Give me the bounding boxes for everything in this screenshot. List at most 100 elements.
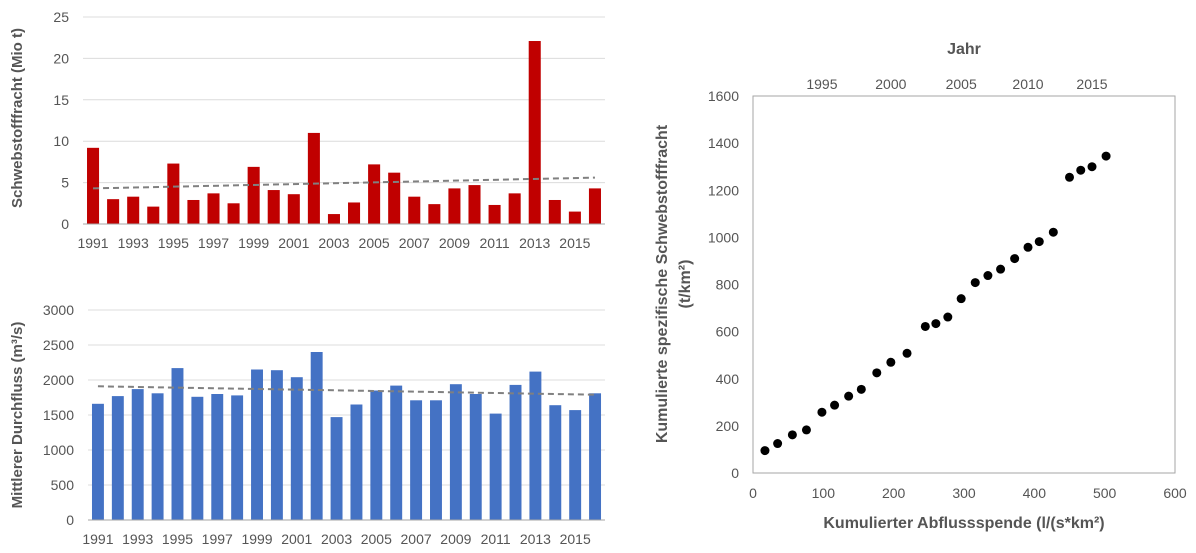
x-tick-label: 2001: [278, 235, 309, 251]
y-tick-label: 400: [716, 371, 740, 387]
scatter-point: [856, 384, 866, 394]
bar: [588, 188, 601, 224]
scatter-point: [902, 348, 912, 358]
scatter-point: [983, 271, 993, 281]
bar: [390, 385, 403, 520]
bar: [307, 132, 320, 224]
bar: [448, 188, 461, 224]
bar: [191, 396, 204, 520]
y-tick-label: 1500: [43, 407, 74, 423]
scatter-point: [1087, 162, 1097, 172]
scatter-point: [760, 446, 770, 456]
secondary-x-tick-label: 2015: [1076, 76, 1107, 92]
bar: [348, 202, 361, 224]
x-tick-label: 500: [1093, 485, 1117, 501]
bar: [568, 211, 581, 224]
x-tick-label: 200: [882, 485, 906, 501]
cumulative-scatter-chart: 0 200 400 600 800 1000 1200 1400 1600 0 100 200 300…: [654, 41, 1187, 532]
bar: [151, 393, 164, 520]
bar: [171, 368, 184, 520]
bar: [91, 403, 104, 520]
bar: [408, 196, 421, 224]
bar: [131, 389, 144, 520]
bar: [488, 204, 501, 224]
x-tick-label: 1997: [202, 531, 233, 547]
scatter-point: [830, 400, 840, 410]
bar: [350, 404, 363, 520]
scatter-point: [1023, 242, 1033, 252]
chart1-y-axis-title: Schwebstofffracht (Mio t): [9, 28, 26, 208]
y-tick-label: 800: [716, 277, 740, 293]
bar: [410, 400, 423, 520]
bar: [388, 172, 401, 224]
bar: [548, 199, 561, 224]
scatter-point: [1065, 172, 1074, 182]
scatter-point: [773, 439, 783, 449]
scatter-point: [956, 294, 966, 304]
x-tick-label: 2005: [361, 531, 392, 547]
y-tick-label: 25: [53, 9, 69, 25]
chart1-y-tick-labels: 0 5 10 15 20 25: [53, 9, 69, 232]
chart3-secondary-x-axis-title: Jahr: [947, 41, 981, 58]
bar: [227, 203, 240, 224]
x-tick-label: 1993: [122, 531, 153, 547]
y-tick-label: 15: [53, 92, 69, 108]
bar: [287, 194, 300, 224]
y-tick-label: 0: [66, 512, 74, 528]
bar: [430, 400, 442, 520]
x-tick-label: 1991: [82, 531, 113, 547]
y-tick-label: 1200: [708, 182, 739, 198]
scatter-point: [1010, 254, 1020, 264]
x-tick-label: 2009: [439, 235, 470, 251]
scatter-point: [1034, 237, 1044, 247]
bar: [211, 394, 224, 520]
x-tick-label: 1995: [162, 531, 193, 547]
bar: [290, 377, 303, 520]
x-tick-label: 2007: [399, 235, 430, 251]
bar: [368, 164, 381, 224]
scatter-point: [970, 278, 980, 288]
bar: [508, 193, 521, 224]
bar: [509, 384, 522, 520]
y-tick-label: 1000: [43, 442, 74, 458]
y-tick-label: 20: [53, 50, 69, 66]
chart1-trendline: [93, 176, 595, 190]
chart3-points: [760, 151, 1111, 456]
y-tick-label: 500: [51, 477, 75, 493]
x-tick-label: 2005: [359, 235, 390, 251]
bar: [310, 352, 323, 520]
bar: [167, 163, 180, 224]
bar: [247, 166, 260, 224]
chart3-secondary-x-tick-labels: 1995 2000 2005 2010 2015: [806, 76, 1107, 92]
bar: [589, 393, 602, 520]
x-tick-label: 2009: [440, 531, 471, 547]
bar: [267, 190, 280, 224]
secondary-x-tick-label: 2005: [946, 76, 977, 92]
y-tick-label: 600: [716, 324, 740, 340]
bar: [127, 196, 140, 224]
y-tick-label: 0: [731, 465, 739, 481]
bar: [529, 371, 542, 520]
x-tick-label: 1991: [77, 235, 108, 251]
y-tick-label: 1600: [708, 88, 739, 104]
x-tick-label: 1999: [238, 235, 269, 251]
x-tick-label: 0: [749, 485, 757, 501]
scatter-point: [1101, 151, 1111, 161]
chart3-y-tick-labels: 0 200 400 600 800 1000 1200 1400 1600: [708, 88, 739, 481]
bar: [449, 384, 462, 520]
chart2-trendline: [97, 385, 596, 396]
bar: [468, 185, 481, 224]
secondary-x-tick-label: 2010: [1012, 76, 1043, 92]
secondary-x-tick-label: 1995: [806, 76, 837, 92]
scatter-point: [931, 319, 941, 329]
y-tick-label: 10: [53, 133, 69, 149]
chart1-gridlines: [83, 16, 605, 184]
chart1-x-tick-labels: 1991 1993 1995 1997 1999 2001 2003 2005 2007 2009…: [77, 235, 590, 251]
x-tick-label: 2001: [281, 531, 312, 547]
secondary-x-tick-label: 2000: [875, 76, 906, 92]
bar: [327, 214, 340, 224]
bar: [569, 410, 582, 520]
chart3-plot-frame: [752, 95, 1176, 474]
x-tick-label: 1993: [118, 235, 149, 251]
